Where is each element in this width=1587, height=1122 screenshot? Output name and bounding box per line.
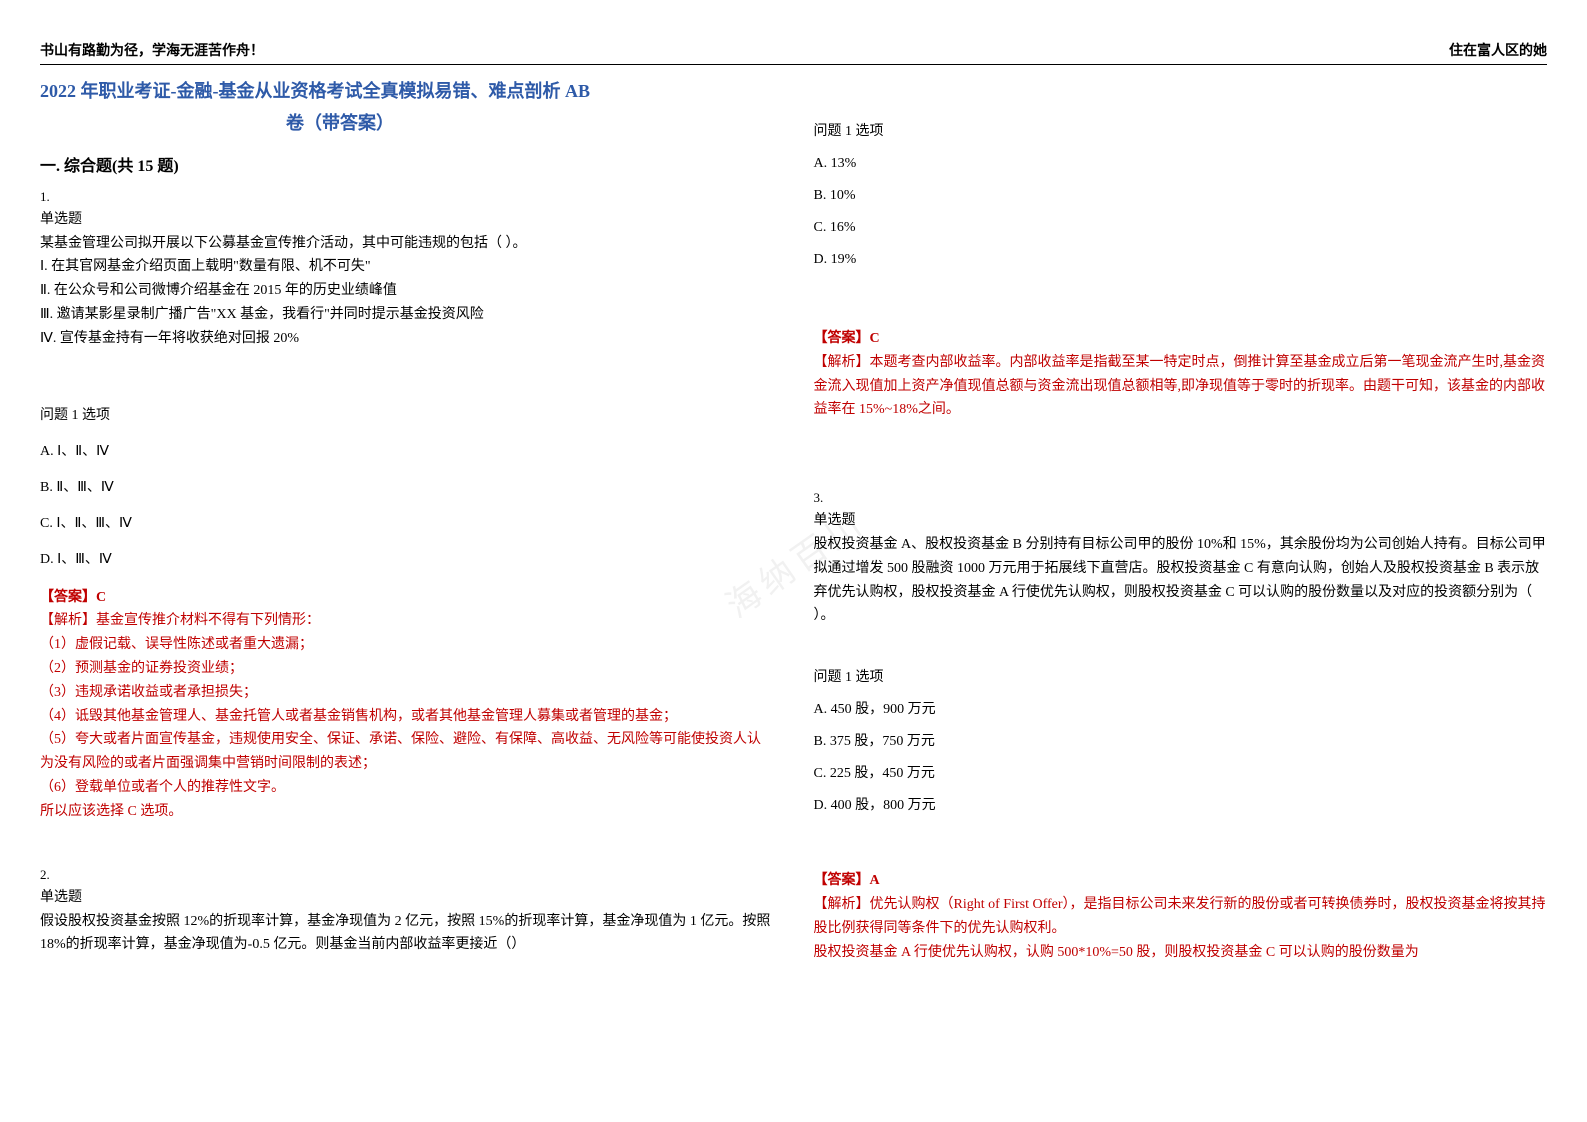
- q2-option-c: C. 16%: [814, 220, 1548, 236]
- q1-option-label: 问题 1 选项: [40, 404, 774, 424]
- two-column-layout: 2022 年职业考证-金融-基金从业资格考试全真模拟易错、难点剖析 AB 卷（带…: [40, 75, 1547, 965]
- q1-explanation-1: 【解析】基金宣传推介材料不得有下列情形：: [40, 609, 774, 633]
- q1-type: 单选题: [40, 208, 774, 232]
- q2-number: 2.: [40, 864, 774, 886]
- q2-option-a: A. 13%: [814, 156, 1548, 172]
- q1-answer: 【答案】C: [40, 586, 774, 610]
- q3-stem: 股权投资基金 A、股权投资基金 B 分别持有目标公司甲的股份 10%和 15%，…: [814, 533, 1548, 628]
- q1-answer-block: 【答案】C 【解析】基金宣传推介材料不得有下列情形： （1）虚假记载、误导性陈述…: [40, 586, 774, 824]
- q1-option-d: D. Ⅰ、Ⅲ、Ⅳ: [40, 548, 774, 568]
- q1-explanation-2: （1）虚假记载、误导性陈述或者重大遗漏；: [40, 633, 774, 657]
- q1-item-1: Ⅰ. 在其官网基金介绍页面上载明"数量有限、机不可失": [40, 255, 774, 279]
- q1-explanation-6: （5）夸大或者片面宣传基金，违规使用安全、保证、承诺、保险、避险、有保障、高收益…: [40, 728, 774, 776]
- exam-title-line2: 卷（带答案）: [40, 107, 640, 139]
- q3-option-c: C. 225 股，450 万元: [814, 762, 1548, 782]
- question-3: 3. 单选题 股权投资基金 A、股权投资基金 B 分别持有目标公司甲的股份 10…: [814, 487, 1548, 628]
- left-column: 2022 年职业考证-金融-基金从业资格考试全真模拟易错、难点剖析 AB 卷（带…: [40, 75, 774, 965]
- q3-explanation-1: 【解析】优先认购权（Right of First Offer），是指目标公司未来…: [814, 893, 1548, 941]
- q3-type: 单选题: [814, 509, 1548, 533]
- page-content: 书山有路勤为径，学海无涯苦作舟！ 住在富人区的她 2022 年职业考证-金融-基…: [40, 40, 1547, 965]
- q2-stem: 假设股权投资基金按照 12%的折现率计算，基金净现值为 2 亿元，按照 15%的…: [40, 910, 774, 958]
- q3-answer-block: 【答案】A 【解析】优先认购权（Right of First Offer），是指…: [814, 869, 1548, 964]
- q1-explanation-4: （3）违规承诺收益或者承担损失；: [40, 681, 774, 705]
- q1-explanation-7: （6）登载单位或者个人的推荐性文字。: [40, 776, 774, 800]
- q2-option-label: 问题 1 选项: [814, 120, 1548, 140]
- q3-option-a: A. 450 股，900 万元: [814, 698, 1548, 718]
- q1-explanation-8: 所以应该选择 C 选项。: [40, 800, 774, 824]
- q2-option-b: B. 10%: [814, 188, 1548, 204]
- q3-option-label: 问题 1 选项: [814, 666, 1548, 686]
- q3-option-b: B. 375 股，750 万元: [814, 730, 1548, 750]
- question-1: 1. 单选题 某基金管理公司拟开展以下公募基金宣传推介活动，其中可能违规的包括（…: [40, 186, 774, 351]
- right-column: 问题 1 选项 A. 13% B. 10% C. 16% D. 19% 【答案】…: [814, 75, 1548, 965]
- q1-explanation-5: （4）诋毁其他基金管理人、基金托管人或者基金销售机构，或者其他基金管理人募集或者…: [40, 705, 774, 729]
- q1-option-c: C. Ⅰ、Ⅱ、Ⅲ、Ⅳ: [40, 512, 774, 532]
- q2-explanation-1: 【解析】本题考查内部收益率。内部收益率是指截至某一特定时点，倒推计算至基金成立后…: [814, 351, 1548, 422]
- section-heading: 一. 综合题(共 15 题): [40, 152, 774, 176]
- q1-item-2: Ⅱ. 在公众号和公司微博介绍基金在 2015 年的历史业绩峰值: [40, 279, 774, 303]
- q1-option-b: B. Ⅱ、Ⅲ、Ⅳ: [40, 476, 774, 496]
- q2-type: 单选题: [40, 886, 774, 910]
- q3-number: 3.: [814, 487, 1548, 509]
- exam-title-line1: 2022 年职业考证-金融-基金从业资格考试全真模拟易错、难点剖析 AB: [40, 75, 774, 107]
- q3-option-d: D. 400 股，800 万元: [814, 794, 1548, 814]
- q1-stem: 某基金管理公司拟开展以下公募基金宣传推介活动，其中可能违规的包括（ ）。: [40, 232, 774, 256]
- q2-answer: 【答案】C: [814, 327, 1548, 351]
- question-2: 2. 单选题 假设股权投资基金按照 12%的折现率计算，基金净现值为 2 亿元，…: [40, 864, 774, 957]
- q1-item-3: Ⅲ. 邀请某影星录制广播广告"XX 基金，我看行"并同时提示基金投资风险: [40, 303, 774, 327]
- q1-number: 1.: [40, 186, 774, 208]
- header-right: 住在富人区的她: [1449, 40, 1547, 60]
- q2-option-d: D. 19%: [814, 252, 1548, 268]
- q1-item-4: Ⅳ. 宣传基金持有一年将收获绝对回报 20%: [40, 327, 774, 351]
- header-left: 书山有路勤为径，学海无涯苦作舟！: [40, 40, 264, 60]
- q1-explanation-3: （2）预测基金的证券投资业绩；: [40, 657, 774, 681]
- q3-answer: 【答案】A: [814, 869, 1548, 893]
- page-header: 书山有路勤为径，学海无涯苦作舟！ 住在富人区的她: [40, 40, 1547, 65]
- q2-answer-block: 【答案】C 【解析】本题考查内部收益率。内部收益率是指截至某一特定时点，倒推计算…: [814, 327, 1548, 422]
- q1-option-a: A. Ⅰ、Ⅱ、Ⅳ: [40, 440, 774, 460]
- q3-explanation-2: 股权投资基金 A 行使优先认购权，认购 500*10%=50 股，则股权投资基金…: [814, 941, 1548, 965]
